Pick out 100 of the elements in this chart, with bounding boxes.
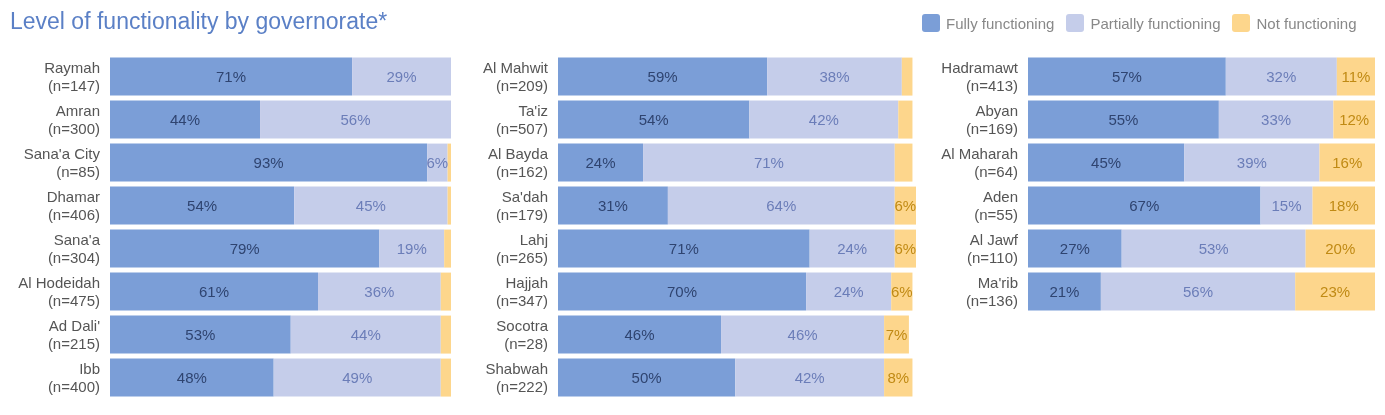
chart-title: Level of functionality by governorate* xyxy=(10,8,388,35)
y-tick-label: Dhamar (n=406) xyxy=(46,187,100,223)
data-label: 42% xyxy=(808,110,839,128)
bar xyxy=(318,272,441,311)
y-tick-label: Socotra (n=28) xyxy=(496,316,549,352)
data-label: 39% xyxy=(1236,153,1267,171)
bar xyxy=(1295,272,1375,311)
y-tick-label: Hajjah (n=347) xyxy=(495,273,548,309)
data-label: 67% xyxy=(1129,196,1160,214)
bar xyxy=(558,186,668,225)
y-tick-label: Hadramawt (n=413) xyxy=(941,58,1019,94)
data-label: 6% xyxy=(894,239,917,257)
bar xyxy=(1121,229,1306,268)
y-tick-label: Ma'rib (n=136) xyxy=(965,273,1018,309)
y-tick-label: Sana'a (n=304) xyxy=(47,230,101,266)
y-tick-label: Al Mahwit (n=209) xyxy=(482,58,549,94)
bar xyxy=(110,143,428,182)
data-label: 6% xyxy=(426,153,449,171)
y-tick-label: Amran (n=300) xyxy=(47,101,100,137)
bar xyxy=(444,229,451,268)
bar xyxy=(1305,229,1375,268)
data-label: 46% xyxy=(624,325,655,343)
data-label: 54% xyxy=(638,110,669,128)
data-label: 79% xyxy=(229,239,260,257)
bar xyxy=(901,57,913,96)
legend-label: Not functioning xyxy=(1256,14,1357,32)
bar xyxy=(558,229,810,268)
data-label: 71% xyxy=(216,67,247,85)
y-tick-label: Al Bayda (n=162) xyxy=(487,144,549,180)
bar xyxy=(1312,186,1375,225)
data-label: 64% xyxy=(766,196,797,214)
bar xyxy=(260,100,451,139)
bar xyxy=(1218,100,1334,139)
bar xyxy=(1260,186,1313,225)
data-label: 38% xyxy=(819,67,850,85)
data-label: 12% xyxy=(1339,110,1370,128)
data-label: 23% xyxy=(1320,282,1351,300)
data-label: 33% xyxy=(1261,110,1292,128)
data-label: 71% xyxy=(753,153,784,171)
data-label: 20% xyxy=(1325,239,1356,257)
bar xyxy=(110,100,261,139)
data-label: 29% xyxy=(386,67,417,85)
bar xyxy=(290,315,441,354)
data-label: 53% xyxy=(185,325,216,343)
bar xyxy=(379,229,445,268)
y-tick-label: Abyan (n=169) xyxy=(965,101,1018,137)
data-label: 21% xyxy=(1049,282,1080,300)
y-tick-label: Ad Dali' (n=215) xyxy=(47,316,101,352)
y-tick-label: Lahj (n=265) xyxy=(495,230,548,266)
bar xyxy=(643,143,895,182)
bar xyxy=(110,229,380,268)
data-label: 15% xyxy=(1271,196,1302,214)
data-label: 45% xyxy=(355,196,386,214)
data-label: 61% xyxy=(198,282,230,300)
data-label: 32% xyxy=(1266,67,1297,85)
bar xyxy=(1028,186,1261,225)
bar xyxy=(558,57,768,96)
data-label: 42% xyxy=(794,368,825,386)
data-label: 70% xyxy=(667,282,698,300)
bar xyxy=(110,358,274,397)
bar xyxy=(1333,100,1375,139)
bar xyxy=(809,229,895,268)
y-tick-label: Al Maharah (n=64) xyxy=(941,144,1018,180)
bar xyxy=(110,315,291,354)
bar xyxy=(735,358,885,397)
y-tick-label: Ibb (n=400) xyxy=(47,359,100,395)
data-label: 59% xyxy=(647,67,678,85)
bar xyxy=(667,186,895,225)
bar xyxy=(558,358,736,397)
bar xyxy=(440,272,451,311)
data-label: 31% xyxy=(597,196,628,214)
data-label: 27% xyxy=(1059,239,1090,257)
data-label: 56% xyxy=(1183,282,1214,300)
bar xyxy=(558,143,644,182)
data-label: 11% xyxy=(1341,67,1371,85)
data-label: 49% xyxy=(342,368,373,386)
data-label: 54% xyxy=(187,196,218,214)
bar xyxy=(110,57,353,96)
data-label: 8% xyxy=(887,368,910,386)
bar xyxy=(558,100,750,139)
data-label: 6% xyxy=(894,196,917,214)
bar xyxy=(894,143,913,182)
bar xyxy=(806,272,892,311)
bar xyxy=(721,315,885,354)
bar xyxy=(1225,57,1337,96)
data-label: 24% xyxy=(585,153,616,171)
bar xyxy=(440,358,451,397)
bar xyxy=(1319,143,1375,182)
data-label: 46% xyxy=(787,325,818,343)
bar xyxy=(110,186,295,225)
bar xyxy=(1100,272,1296,311)
bar xyxy=(1028,57,1226,96)
bar xyxy=(440,315,451,354)
bar xyxy=(110,272,319,311)
bar xyxy=(294,186,448,225)
data-label: 16% xyxy=(1332,153,1363,171)
y-tick-label: Sana'a City (n=85) xyxy=(23,144,101,180)
data-label: 44% xyxy=(350,325,381,343)
y-tick-label: Ta'iz (n=507) xyxy=(495,101,548,137)
y-tick-label: Raymah (n=147) xyxy=(44,58,100,94)
